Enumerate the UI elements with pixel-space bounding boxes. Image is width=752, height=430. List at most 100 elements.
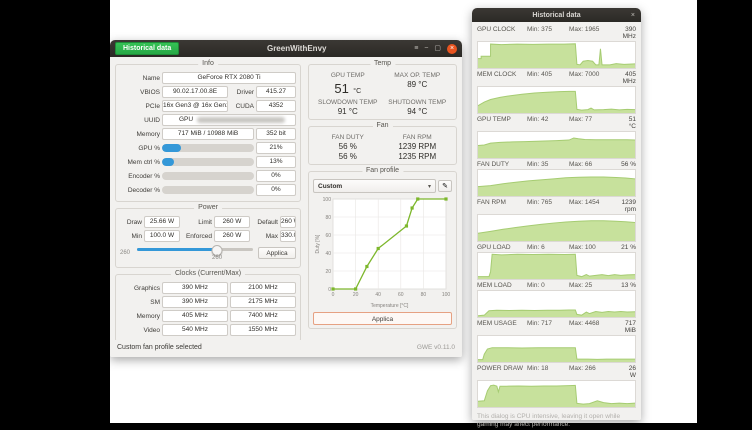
slowdown-temp-label: SLOWDOWN TEMP: [313, 99, 383, 106]
close-icon[interactable]: ×: [447, 44, 457, 54]
usage-row: GPU % 21%: [120, 142, 296, 154]
slider-fill: [137, 248, 217, 251]
graph-title: GPU LOAD: [477, 244, 527, 251]
clock-row: Video 540 MHz 1550 MHz: [120, 324, 296, 336]
close-icon[interactable]: ×: [631, 12, 635, 19]
svg-text:20: 20: [353, 292, 359, 298]
memory-interface-value: 352 bit: [256, 128, 296, 140]
power-limit-slider[interactable]: 260: [137, 244, 253, 262]
graph-min: Min: 405: [527, 71, 569, 78]
svg-text:Temperature [°C]: Temperature [°C]: [371, 303, 409, 309]
graph-max: Max: 25: [569, 282, 621, 289]
graph-current-value: 390 MHz: [621, 26, 636, 40]
usage-value: 0%: [256, 184, 296, 196]
graph-current-value: 13 %: [621, 282, 636, 289]
historical-data-window: × Historical data × GPU CLOCK Min: 375 M…: [472, 8, 641, 420]
clock-current-value: 405 MHz: [162, 310, 228, 322]
power-apply-button[interactable]: Applica: [258, 247, 296, 259]
cuda-value: 4352: [256, 100, 296, 112]
graph-title: GPU CLOCK: [477, 26, 527, 33]
fan-rpm-label: FAN RPM: [383, 134, 453, 141]
status-message: Custom fan profile selected: [117, 344, 202, 351]
usage-progress-fill: [162, 158, 174, 166]
history-graphs: GPU CLOCK Min: 375 Max: 1965 390 MHz MEM…: [477, 25, 636, 410]
gpu-temp-value: 51 °C: [313, 80, 383, 98]
clock-label: Graphics: [120, 285, 160, 292]
power-min-value: 100.0 W: [144, 230, 180, 242]
menu-icon[interactable]: ≡: [414, 45, 418, 52]
minimize-icon[interactable]: −: [424, 45, 428, 52]
usage-row: Decoder % 0%: [120, 184, 296, 196]
min-label: Min: [120, 233, 142, 240]
clocks-section: Clocks (Current/Max) Graphics 390 MHz 21…: [115, 274, 301, 340]
vbios-value: 90.02.17.00.8E: [162, 86, 228, 98]
pcie-label: PCIe: [120, 103, 160, 110]
clock-max-value: 1550 MHz: [230, 324, 296, 336]
fan-section: Fan FAN DUTY FAN RPM 56 % 1239 RPM 56 % …: [308, 126, 457, 165]
fan-rpm-value-2: 1235 RPM: [383, 152, 453, 161]
fan-section-title: Fan: [372, 122, 392, 129]
svg-text:Duty [%]: Duty [%]: [315, 234, 321, 254]
power-section-title: Power: [194, 204, 222, 211]
historical-data-button[interactable]: Historical data: [115, 42, 179, 55]
clock-row: Graphics 390 MHz 2100 MHz: [120, 282, 296, 294]
graph-min: Min: 375: [527, 26, 569, 33]
graph-plot-area: [477, 86, 636, 114]
history-graph: MEM USAGE Min: 717 Max: 4468 717 MiB: [477, 320, 636, 363]
usage-progressbar: [162, 144, 254, 152]
slider-current-label: 260: [120, 250, 132, 256]
history-graph: MEM LOAD Min: 0 Max: 25 13 %: [477, 282, 636, 318]
svg-text:40: 40: [325, 251, 331, 257]
gwe-titlebar[interactable]: Historical data GreenWithEnvy ≡ − ▢ ×: [110, 40, 462, 57]
greenwithenvy-window: Historical data GreenWithEnvy ≡ − ▢ × In…: [110, 40, 462, 357]
info-section-title: Info: [198, 60, 218, 67]
fan-curve-chart: 020406080100020406080100Temperature [°C]…: [313, 195, 452, 309]
clock-current-value: 390 MHz: [162, 296, 228, 308]
edit-fan-profile-button[interactable]: ✎: [438, 180, 452, 192]
clock-row: Memory 405 MHz 7400 MHz: [120, 310, 296, 322]
usage-progress-fill: [162, 144, 181, 152]
graph-current-value: 51 °C: [621, 116, 636, 130]
power-enforced-value: 260 W: [214, 230, 250, 242]
graph-max: Max: 1454: [569, 199, 621, 206]
name-label: Name: [120, 75, 160, 82]
historical-titlebar[interactable]: × Historical data ×: [472, 8, 641, 22]
fan-duty-label: FAN DUTY: [313, 134, 383, 141]
usage-label: Decoder %: [120, 187, 160, 194]
graph-min: Min: 717: [527, 320, 569, 327]
clock-max-value: 7400 MHz: [230, 310, 296, 322]
fan-profile-dropdown[interactable]: Custom ▾: [313, 179, 436, 193]
svg-text:0: 0: [332, 292, 335, 298]
limit-label: Limit: [182, 219, 212, 226]
uuid-redacted: [197, 117, 285, 123]
max-op-temp-value: 89 °C: [383, 80, 453, 98]
graph-max: Max: 4468: [569, 320, 621, 327]
graph-current-value: 717 MiB: [621, 320, 636, 334]
graph-plot-area: [477, 252, 636, 280]
maximize-icon[interactable]: ▢: [434, 45, 441, 52]
chevron-down-icon: ▾: [428, 183, 431, 190]
usage-row: Encoder % 0%: [120, 170, 296, 182]
graph-plot-area: [477, 380, 636, 408]
graph-title: POWER DRAW: [477, 365, 527, 372]
graph-title: FAN DUTY: [477, 161, 527, 168]
fan-duty-value-1: 56 %: [313, 142, 383, 151]
svg-text:0: 0: [328, 287, 331, 293]
graph-plot-area: [477, 214, 636, 242]
power-default-value: 260 W: [280, 216, 296, 228]
graph-max: Max: 7000: [569, 71, 621, 78]
temp-section: Temp GPU TEMP MAX OP. TEMP 51 °C 89 °C S…: [308, 64, 457, 120]
graph-plot-area: [477, 290, 636, 318]
history-graph: MEM CLOCK Min: 405 Max: 7000 405 MHz: [477, 71, 636, 114]
slider-track[interactable]: [137, 248, 253, 251]
info-section: Info Name GeForce RTX 2080 Ti VBIOS 90.0…: [115, 64, 301, 202]
historical-window-title: Historical data: [482, 12, 631, 19]
graph-title: FAN RPM: [477, 199, 527, 206]
graph-title: MEM CLOCK: [477, 71, 527, 78]
enforced-label: Enforced: [182, 233, 212, 240]
history-graph: FAN DUTY Min: 35 Max: 66 56 %: [477, 161, 636, 197]
gpu-name-value: GeForce RTX 2080 Ti: [162, 72, 296, 84]
graph-current-value: 1239 rpm: [621, 199, 636, 213]
fan-profile-apply-button[interactable]: Applica: [313, 312, 452, 325]
graph-title: MEM USAGE: [477, 320, 527, 327]
